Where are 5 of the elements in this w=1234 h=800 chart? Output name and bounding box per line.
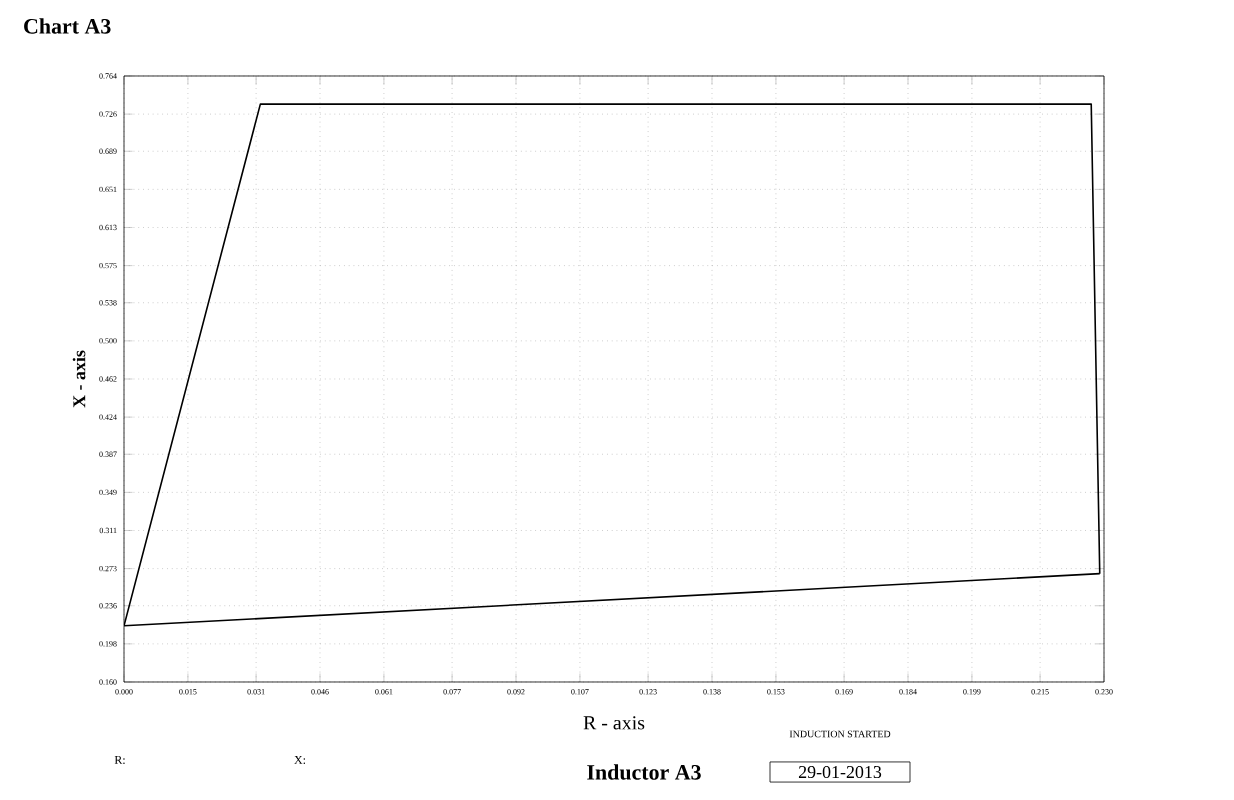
- x-axis-title: R - axis: [583, 716, 645, 730]
- chart-title: Chart A3: [24, 18, 111, 34]
- text: Inductor A3: [587, 764, 701, 780]
- text: 29-01-2013: [798, 765, 882, 779]
- y-axis-title: X - axis: [72, 350, 86, 408]
